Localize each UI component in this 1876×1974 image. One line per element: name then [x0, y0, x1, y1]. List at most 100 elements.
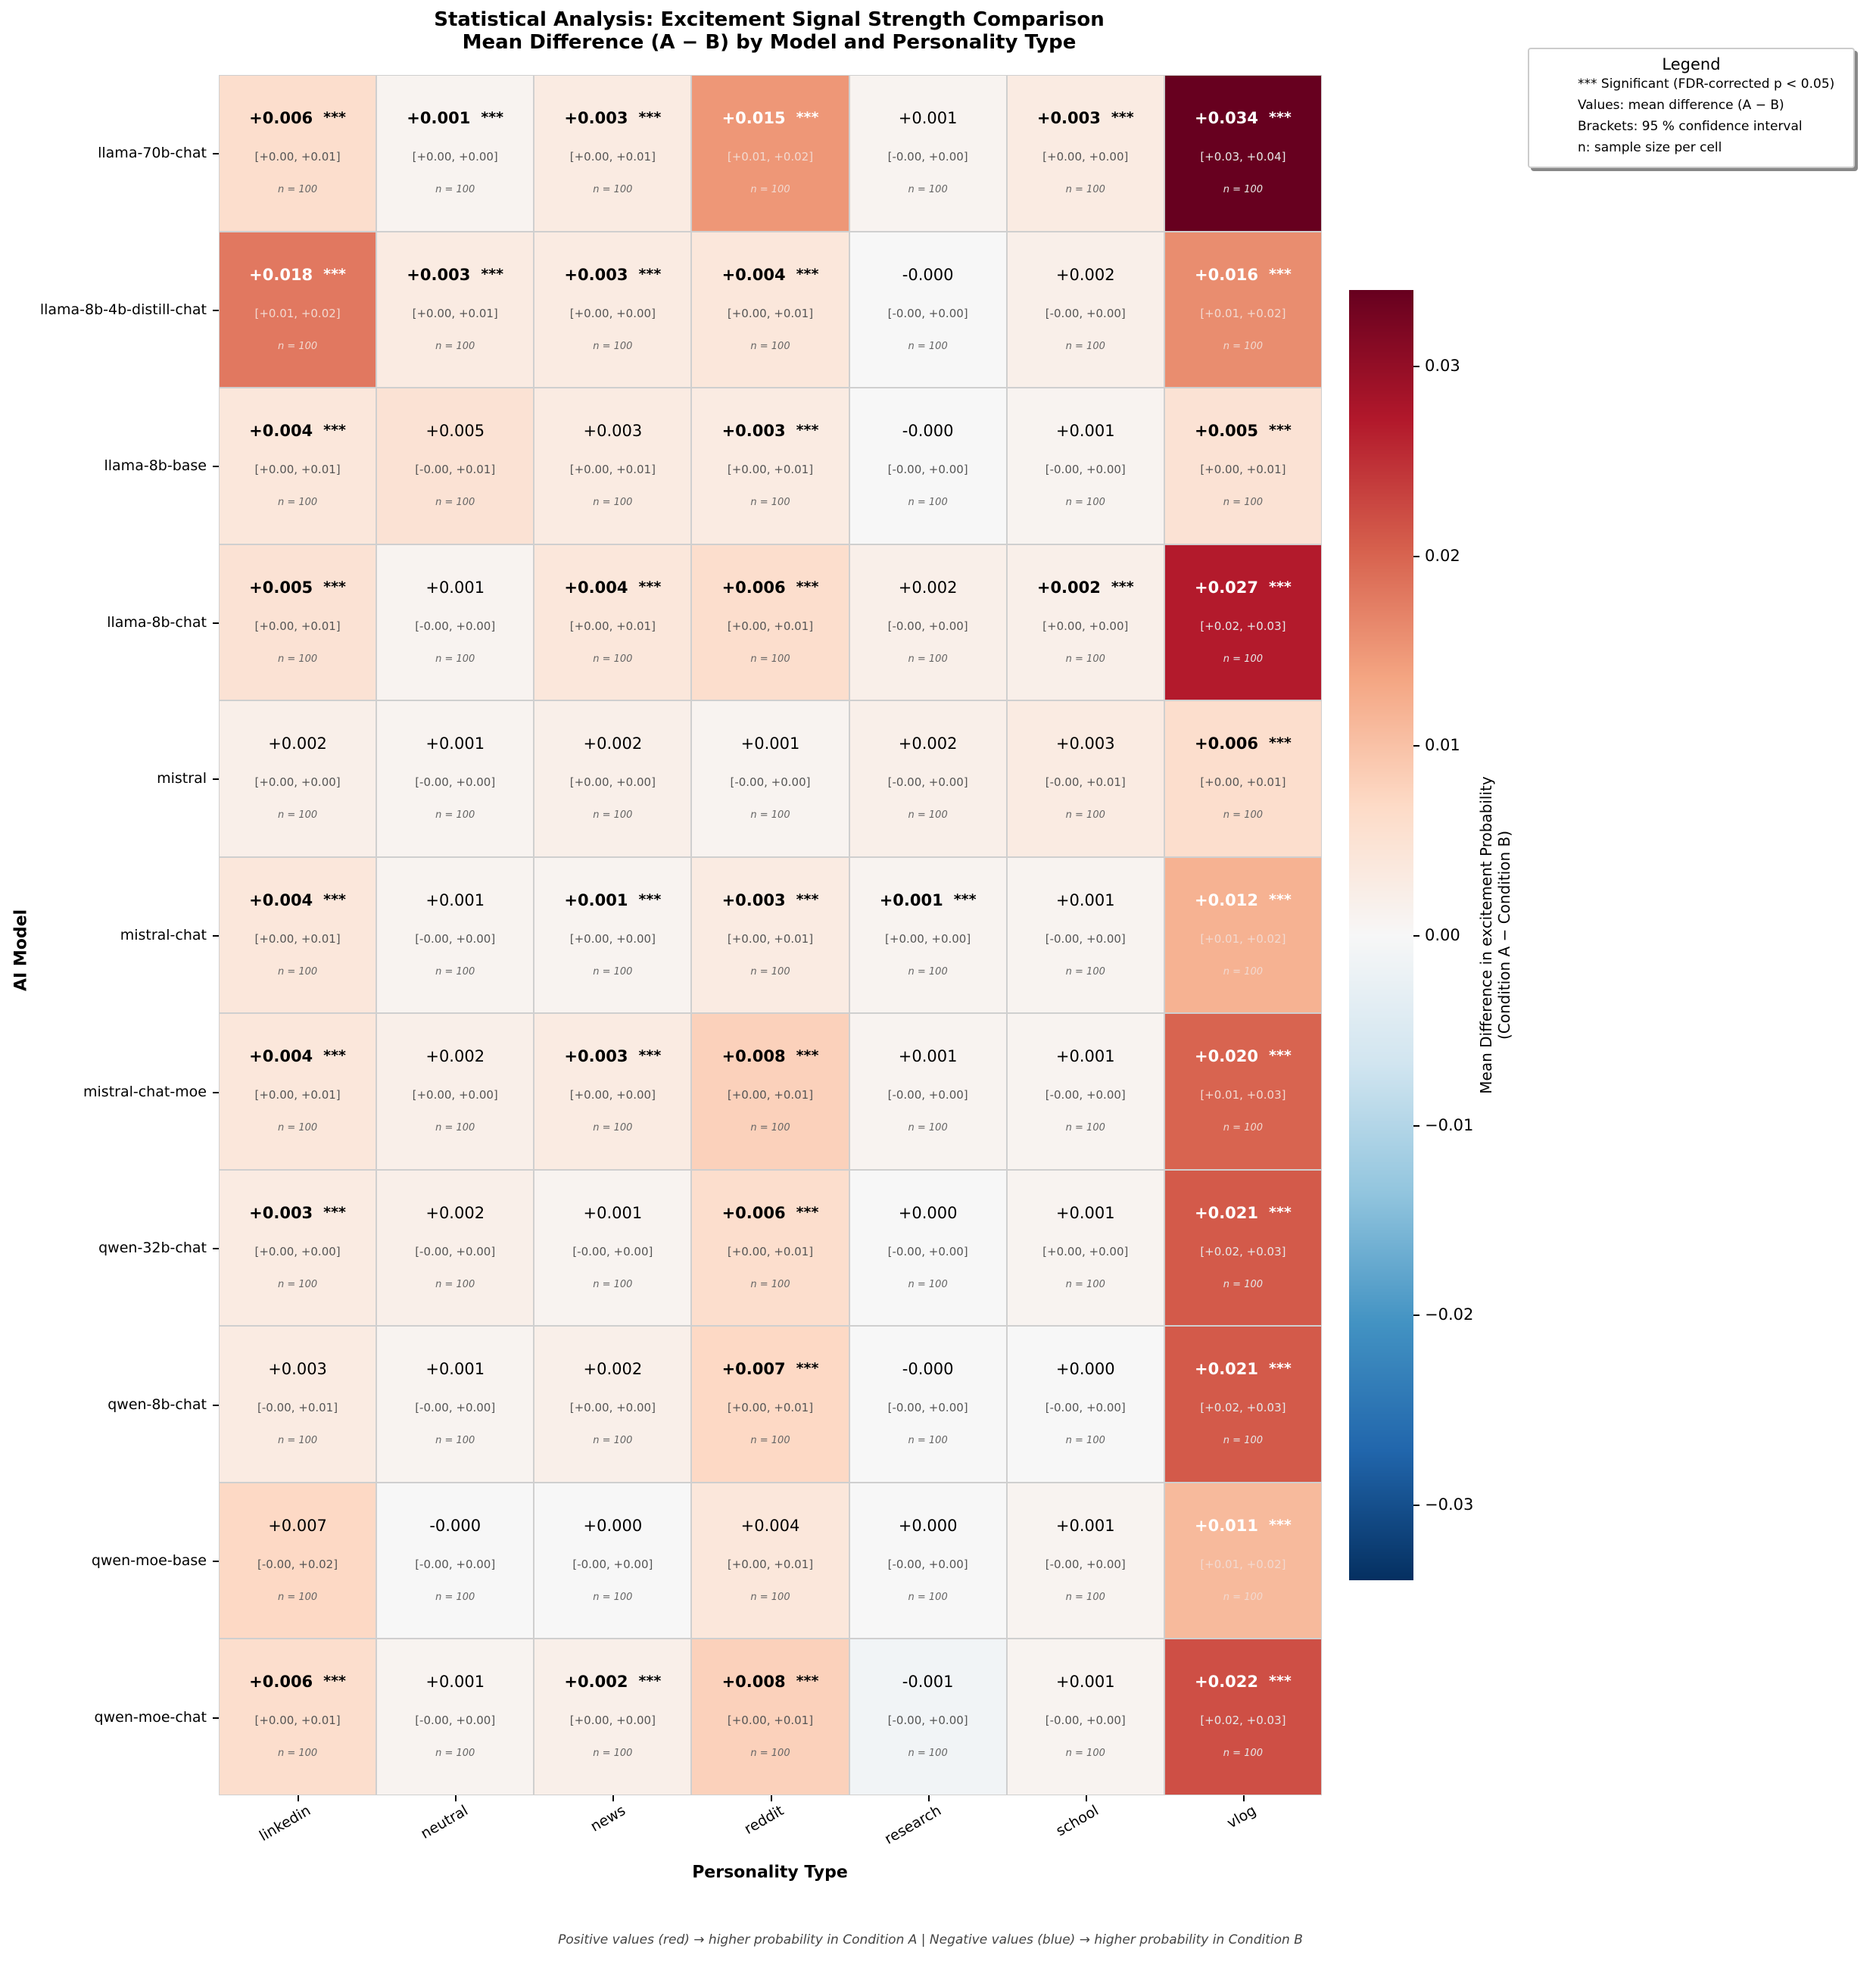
heatmap-cell: +0.005 [-0.00, +0.01] n = 100: [376, 388, 534, 544]
cell-ci: [-0.00, +0.00]: [887, 1244, 968, 1258]
cell-ci: [+0.00, +0.00]: [1042, 150, 1129, 164]
cell-value: +0.018 ***: [220, 266, 376, 284]
cell-value-text: +0.022: [1194, 1673, 1259, 1692]
cell-ci: [+0.00, +0.01]: [727, 1557, 814, 1571]
cell-value-text: -0.000: [902, 1360, 954, 1379]
cell-n: n = 100: [908, 184, 948, 195]
significance-marker: ***: [796, 890, 819, 908]
colorbar-label-line1: Mean Difference in excitement Probabilit…: [1477, 776, 1495, 1094]
significance-marker: ***: [1269, 109, 1292, 126]
cell-ci: [+0.00, +0.00]: [569, 1088, 656, 1102]
y-tick-mark: [213, 935, 219, 937]
cell-n: n = 100: [1223, 340, 1264, 352]
cell-value: +0.021 ***: [1165, 1204, 1321, 1222]
cell-value-text: +0.002: [898, 578, 958, 597]
cell-value: +0.012 ***: [1165, 891, 1321, 909]
heatmap-cell: +0.001 [-0.00, +0.00] n = 100: [376, 856, 534, 1014]
heatmap-cell: -0.001 [-0.00, +0.00] n = 100: [849, 1639, 1007, 1795]
cell-value-text: +0.001: [425, 1360, 485, 1379]
cell-n: n = 100: [908, 1591, 948, 1603]
significance-marker: ***: [323, 1047, 346, 1065]
significance-marker: ***: [638, 1047, 662, 1065]
cell-n: n = 100: [750, 340, 790, 352]
heatmap-cell: +0.002 [+0.00, +0.00] n = 100: [534, 700, 692, 857]
cell-ci: [+0.01, +0.02]: [1200, 931, 1286, 946]
colorbar-tick-label: −0.03: [1425, 1495, 1474, 1514]
colorbar-tick-label: 0.01: [1425, 736, 1460, 755]
significance-marker: ***: [1269, 422, 1292, 439]
cell-value-text: +0.000: [898, 1516, 958, 1535]
cell-value-text: +0.020: [1194, 1047, 1259, 1066]
cell-ci: [-0.00, +0.00]: [887, 775, 968, 790]
cell-value: +0.004 ***: [220, 1047, 376, 1065]
heatmap-cell: +0.018 *** [+0.01, +0.02] n = 100: [219, 231, 377, 388]
cell-ci: [+0.00, +0.01]: [412, 306, 498, 320]
x-tick-label: school: [1053, 1802, 1102, 1840]
cell-ci: [+0.00, +0.01]: [727, 463, 814, 477]
cell-n: n = 100: [435, 1748, 475, 1760]
heatmap-cell: +0.004 *** [+0.00, +0.01] n = 100: [691, 231, 849, 388]
heatmap-cell: +0.021 *** [+0.02, +0.03] n = 100: [1164, 1326, 1322, 1483]
cell-n: n = 100: [1223, 1591, 1264, 1603]
cell-ci: [+0.02, +0.03]: [1200, 1401, 1286, 1415]
legend-item: n: sample size per cell: [1578, 140, 1722, 155]
heatmap-cell: +0.011 *** [+0.01, +0.02] n = 100: [1164, 1482, 1322, 1639]
cell-value-text: +0.007: [268, 1516, 327, 1535]
cell-n: n = 100: [277, 1278, 318, 1290]
significance-marker: ***: [323, 578, 346, 595]
cell-value: +0.006 ***: [220, 1673, 376, 1691]
cell-ci: [+0.02, +0.03]: [1200, 1714, 1286, 1728]
y-tick-mark: [213, 309, 219, 311]
cell-n: n = 100: [908, 1748, 948, 1760]
cell-value-text: +0.003: [564, 265, 628, 284]
cell-ci: [-0.00, +0.00]: [1045, 306, 1126, 320]
cell-value-text: +0.018: [249, 265, 313, 284]
x-tick-mark: [1085, 1795, 1087, 1801]
significance-marker: ***: [1269, 265, 1292, 282]
cell-value-text: +0.001: [879, 890, 943, 909]
y-tick-mark: [213, 466, 219, 468]
cell-n: n = 100: [435, 1122, 475, 1134]
cell-n: n = 100: [277, 809, 318, 822]
cell-n: n = 100: [435, 809, 475, 822]
heatmap-cell: +0.003 *** [+0.00, +0.01] n = 100: [691, 388, 849, 544]
cell-ci: [-0.00, +0.00]: [887, 1714, 968, 1728]
heatmap-cell: +0.006 *** [+0.00, +0.01] n = 100: [219, 1639, 377, 1795]
cell-value: +0.005: [377, 422, 533, 440]
cell-ci: [-0.00, +0.00]: [1045, 1557, 1126, 1571]
colorbar-tick-mark: [1413, 1504, 1419, 1506]
significance-marker: ***: [481, 265, 504, 282]
significance-marker: ***: [638, 578, 662, 595]
y-tick-mark: [213, 1091, 219, 1093]
cell-value: +0.001: [1008, 1673, 1164, 1691]
cell-n: n = 100: [908, 653, 948, 665]
heatmap-cell: +0.002 [-0.00, +0.00] n = 100: [849, 700, 1007, 857]
cell-n: n = 100: [277, 653, 318, 665]
cell-n: n = 100: [750, 1122, 790, 1134]
cell-n: n = 100: [750, 1435, 790, 1447]
x-tick-label: neutral: [418, 1802, 472, 1843]
significance-marker: ***: [1269, 890, 1292, 908]
cell-ci: [+0.00, +0.00]: [569, 931, 656, 946]
y-tick-mark: [213, 1248, 219, 1250]
cell-value: +0.007: [220, 1517, 376, 1535]
cell-n: n = 100: [908, 965, 948, 978]
cell-value: +0.001: [1008, 1047, 1164, 1065]
heatmap-cell: +0.002 [+0.00, +0.00] n = 100: [219, 700, 377, 857]
cell-value: +0.006 ***: [692, 1204, 848, 1222]
heatmap-cell: -0.000 [-0.00, +0.00] n = 100: [849, 231, 1007, 388]
y-tick-mark: [213, 622, 219, 624]
cell-value: +0.003: [534, 422, 690, 440]
cell-value-text: +0.001: [740, 734, 800, 753]
significance-marker: ***: [638, 265, 662, 282]
cell-value-text: +0.003: [564, 109, 628, 127]
cell-value-text: +0.002: [564, 1673, 628, 1692]
cell-n: n = 100: [435, 1435, 475, 1447]
cell-value: +0.001: [1008, 1204, 1164, 1222]
cell-ci: [+0.02, +0.03]: [1200, 619, 1286, 633]
cell-ci: [+0.00, +0.01]: [1200, 463, 1286, 477]
cell-value-text: +0.004: [564, 578, 628, 597]
cell-value-text: +0.001: [1055, 890, 1115, 909]
cell-value: +0.006 ***: [220, 109, 376, 127]
cell-value: +0.002 ***: [534, 1673, 690, 1691]
